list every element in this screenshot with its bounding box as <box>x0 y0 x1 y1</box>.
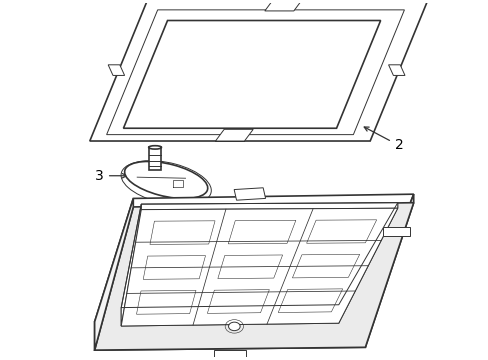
Polygon shape <box>123 21 380 128</box>
Polygon shape <box>121 204 141 326</box>
Text: 1: 1 <box>365 244 374 258</box>
Polygon shape <box>90 0 427 141</box>
Text: 3: 3 <box>95 170 103 184</box>
Polygon shape <box>365 194 413 347</box>
Ellipse shape <box>124 162 207 198</box>
Polygon shape <box>95 203 413 350</box>
Polygon shape <box>388 65 404 76</box>
Polygon shape <box>121 208 397 326</box>
Polygon shape <box>95 194 413 322</box>
Polygon shape <box>95 198 133 350</box>
Polygon shape <box>383 226 409 237</box>
Polygon shape <box>108 65 124 76</box>
Polygon shape <box>95 319 365 350</box>
Text: 2: 2 <box>394 138 403 152</box>
Polygon shape <box>214 350 245 358</box>
Polygon shape <box>215 129 253 141</box>
Polygon shape <box>338 203 397 323</box>
Polygon shape <box>264 0 302 11</box>
Ellipse shape <box>148 146 161 149</box>
Circle shape <box>228 322 240 330</box>
Polygon shape <box>141 203 397 210</box>
Polygon shape <box>149 147 161 170</box>
Polygon shape <box>121 305 338 326</box>
Polygon shape <box>234 188 265 200</box>
